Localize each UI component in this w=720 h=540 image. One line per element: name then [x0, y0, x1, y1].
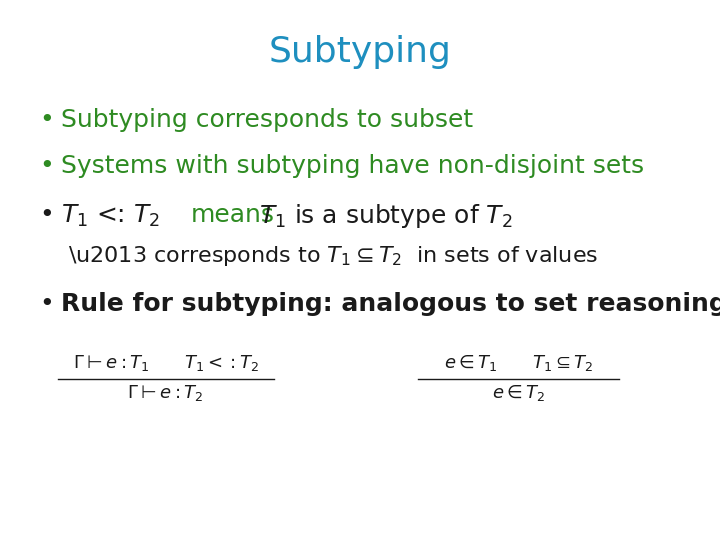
Text: Systems with subtyping have non-disjoint sets: Systems with subtyping have non-disjoint… — [61, 154, 644, 178]
Text: $e \in T_2$: $e \in T_2$ — [492, 383, 545, 403]
Text: $\Gamma \vdash e : T_2$: $\Gamma \vdash e : T_2$ — [127, 383, 204, 403]
Text: means: means — [191, 202, 275, 226]
Text: Rule for subtyping: analogous to set reasoning: Rule for subtyping: analogous to set rea… — [61, 292, 720, 315]
Text: \u2013 corresponds to $T_1 \subseteq T_2$  in sets of values: \u2013 corresponds to $T_1 \subseteq T_2… — [68, 244, 598, 268]
Text: •: • — [40, 154, 54, 178]
Text: Subtyping corresponds to subset: Subtyping corresponds to subset — [61, 108, 473, 132]
Text: $e \in T_1 \quad\quad T_1 \subseteq T_2$: $e \in T_1 \quad\quad T_1 \subseteq T_2$ — [444, 353, 593, 373]
Text: Subtyping: Subtyping — [269, 35, 451, 69]
Text: •: • — [40, 202, 54, 226]
Text: $T_1$ is a subtype of $T_2$: $T_1$ is a subtype of $T_2$ — [259, 202, 513, 231]
Text: $\Gamma \vdash e : T_1 \quad\quad T_1 <: T_2$: $\Gamma \vdash e : T_1 \quad\quad T_1 <:… — [73, 353, 258, 373]
Text: •: • — [40, 108, 54, 132]
Text: •: • — [40, 292, 54, 315]
Text: $T_1$ <: $T_2$: $T_1$ <: $T_2$ — [61, 202, 161, 229]
